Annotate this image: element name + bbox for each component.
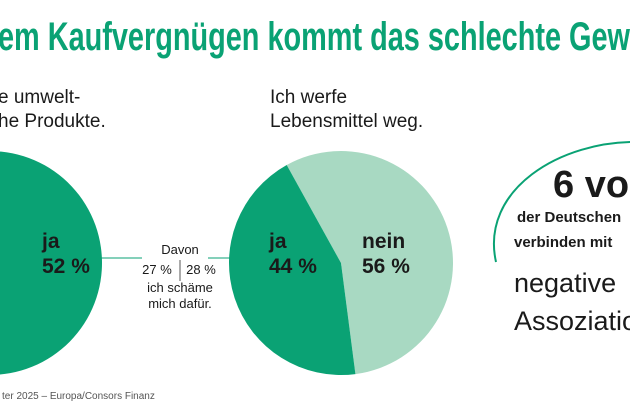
slice-value-nein: 56 % bbox=[362, 255, 410, 278]
source-note: ter 2025 – Europa/Consors Finanz bbox=[2, 391, 155, 402]
slice-value-ja: 44 % bbox=[269, 255, 317, 278]
callout-line-1: der Deutschen bbox=[517, 209, 621, 226]
callout-line-2: verbinden mit bbox=[514, 234, 612, 251]
pie-slice-ja bbox=[0, 151, 102, 375]
callout-headline: 6 von bbox=[553, 164, 630, 206]
davon-value-right: 28 % bbox=[186, 262, 216, 277]
davon-caption-line-2: mich dafür. bbox=[148, 296, 212, 311]
callout-big-line-1: negative bbox=[514, 268, 616, 298]
slice-label-ja: ja bbox=[41, 230, 60, 253]
question-left-line-1: e umwelt- bbox=[0, 87, 80, 108]
question-left-line-2: he Produkte. bbox=[0, 111, 106, 132]
davon-value-left: 27 % bbox=[142, 262, 172, 277]
callout-bubble bbox=[493, 141, 630, 263]
question-right-line-2: Lebensmittel weg. bbox=[270, 111, 423, 132]
davon-label: Davon bbox=[161, 242, 199, 257]
pie-slice-ja bbox=[228, 165, 356, 375]
pie-slice-nein bbox=[286, 150, 453, 375]
question-right-line-1: Ich werfe bbox=[270, 87, 347, 108]
slice-value-ja: 52 % bbox=[42, 255, 90, 278]
page-title: em Kaufvergnügen kommt das schlechte Gew bbox=[0, 15, 630, 59]
slice-label-nein: nein bbox=[362, 230, 405, 253]
callout-big-line-2: Assoziation bbox=[514, 306, 630, 336]
davon-caption-line-1: ich schäme bbox=[147, 280, 213, 295]
slice-label-ja: ja bbox=[268, 230, 287, 253]
